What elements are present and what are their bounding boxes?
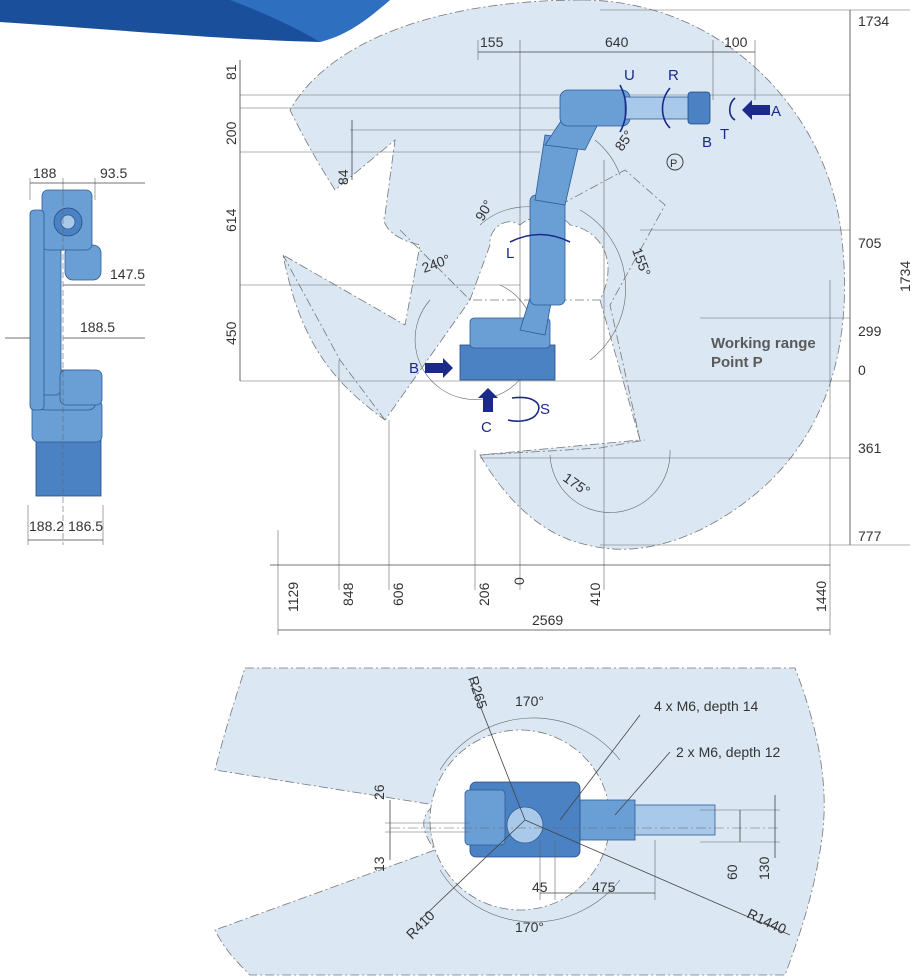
point-p-label: P xyxy=(670,158,677,170)
dim-206: 206 xyxy=(476,582,492,606)
top-dim-475: 475 xyxy=(592,879,616,895)
axis-label-R: R xyxy=(668,67,679,84)
top-r265-leader xyxy=(469,679,526,821)
top-angle-170-arc-bottom xyxy=(439,869,621,923)
top-dim-13: 13 xyxy=(371,856,387,872)
working-range-point: Point P xyxy=(711,354,763,371)
robot-side-view xyxy=(29,189,103,497)
axis-label-C: C xyxy=(481,419,492,436)
top-holes-m6-12: 2 x M6, depth 12 xyxy=(676,744,781,760)
axis-label-B-wrist: B xyxy=(702,134,712,151)
top-angle-170-arc xyxy=(439,717,621,771)
dim-1129: 1129 xyxy=(285,582,301,612)
side-dim-186-5: 186.5 xyxy=(68,518,103,534)
top-angle-170-top: 170° xyxy=(515,693,544,709)
axis-label-T: T xyxy=(720,126,729,143)
dim-848: 848 xyxy=(340,582,356,606)
dim-705: 705 xyxy=(858,235,882,251)
front-working-range xyxy=(282,0,845,550)
dim-200: 200 xyxy=(223,121,239,145)
axis-label-B-base: B xyxy=(409,360,419,377)
dim-640: 640 xyxy=(605,34,629,50)
dim-0-right: 0 xyxy=(858,362,866,378)
dim-299: 299 xyxy=(858,323,882,339)
side-dim-147-5: 147.5 xyxy=(110,266,145,282)
top-angle-170-bottom: 170° xyxy=(515,919,544,935)
top-holes2-leader xyxy=(614,751,671,816)
working-range-title: Working range xyxy=(711,335,816,352)
dim-777: 777 xyxy=(858,528,882,544)
angle-85-arc xyxy=(594,139,621,176)
top-holes1-leader xyxy=(559,714,641,821)
side-dim-188-2: 188.2 xyxy=(29,518,64,534)
dim-361: 361 xyxy=(858,440,882,456)
top-r1440-leader xyxy=(524,819,791,936)
dim-81: 81 xyxy=(223,64,239,80)
axis-label-L: L xyxy=(506,245,514,262)
top-dim-26: 26 xyxy=(371,784,387,800)
front-inner-range-edge2 xyxy=(399,229,600,301)
top-r410-leader xyxy=(419,819,526,921)
dim-410: 410 xyxy=(587,582,603,606)
dim-450: 450 xyxy=(223,321,239,345)
dim-155: 155 xyxy=(480,34,504,50)
S-rotation-arrow xyxy=(507,396,540,422)
dim-614: 614 xyxy=(223,208,239,232)
robot-front-view xyxy=(459,89,711,381)
axis-label-A: A xyxy=(771,103,781,120)
dim-606: 606 xyxy=(390,582,406,606)
C-view-arrow xyxy=(478,388,498,412)
side-dim-93-5: 93.5 xyxy=(100,165,127,181)
top-dim-60: 60 xyxy=(724,864,740,880)
dim-1734-top: 1734 xyxy=(858,13,889,29)
L-rotation-arrow xyxy=(509,233,571,243)
top-dim-130: 130 xyxy=(756,856,772,880)
top-dim-45: 45 xyxy=(532,879,548,895)
axis-label-S: S xyxy=(540,401,550,418)
top-holes-m6-14: 4 x M6, depth 14 xyxy=(654,698,759,714)
dim-0-bottom: 0 xyxy=(511,577,527,585)
front-inner-range-edge3 xyxy=(559,169,666,441)
header-band-highlight xyxy=(230,0,390,42)
side-dim-188: 188 xyxy=(33,165,57,181)
side-dim-188-5: 188.5 xyxy=(80,319,115,335)
angle-175-arc xyxy=(549,449,671,513)
front-inner-range-edge xyxy=(282,254,386,421)
B-view-arrow xyxy=(425,358,453,378)
dim-1734-vertical: 1734 xyxy=(897,261,913,292)
angle-155-arc xyxy=(579,209,626,361)
R-rotation-arrow xyxy=(661,87,671,129)
dim-84: 84 xyxy=(335,169,351,185)
dim-2569: 2569 xyxy=(532,612,563,628)
T-rotation-arrow xyxy=(728,97,736,121)
axis-label-U: U xyxy=(624,67,635,84)
point-p-marker xyxy=(666,153,684,171)
dim-100: 100 xyxy=(724,34,748,50)
dim-1440: 1440 xyxy=(813,581,829,612)
A-view-arrow xyxy=(742,100,770,120)
U-rotation-arrow xyxy=(619,84,627,133)
